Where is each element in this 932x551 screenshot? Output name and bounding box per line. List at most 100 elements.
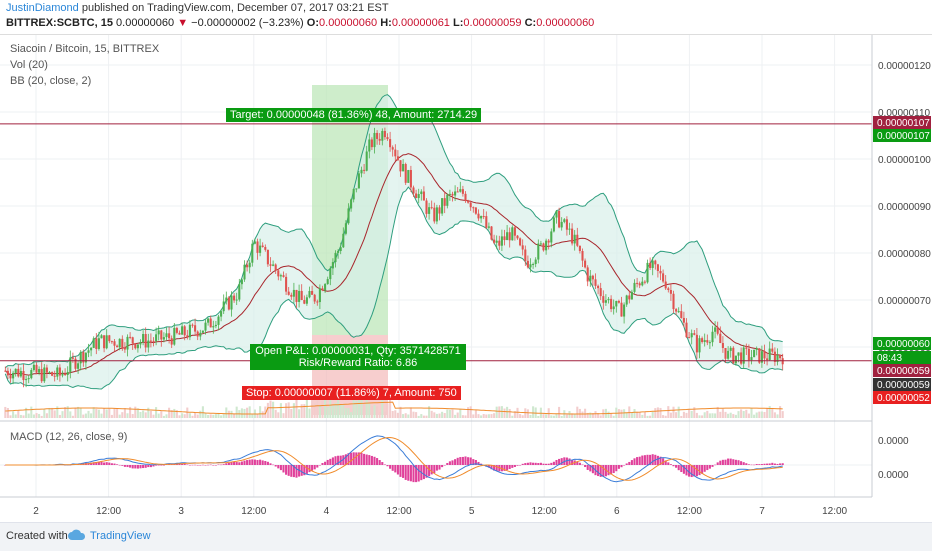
volume-bar (105, 409, 108, 418)
volume-bar (357, 399, 360, 418)
candle-body (430, 207, 433, 209)
candle-body (459, 189, 462, 192)
candle-body (266, 249, 269, 265)
volume-bar (519, 414, 522, 418)
volume-bar (591, 412, 594, 418)
volume-bar (578, 408, 581, 418)
macd-histogram-bar (472, 459, 475, 465)
macd-histogram-bar (706, 465, 709, 471)
volume-bar (716, 406, 719, 418)
macd-histogram-bar (230, 462, 233, 465)
candle-body (487, 226, 490, 228)
tradingview-cloud-icon[interactable] (68, 528, 86, 542)
candle-body (729, 347, 732, 351)
macd-histogram-bar (69, 464, 72, 466)
macd-histogram-bar (695, 465, 698, 477)
macd-histogram-bar (428, 465, 431, 477)
macd-histogram-bar (568, 458, 571, 465)
macd-histogram-bar (329, 458, 332, 465)
candle-body (25, 379, 28, 381)
candle-body (360, 169, 363, 174)
volume-bar (316, 397, 319, 418)
volume-bar (407, 414, 410, 418)
volume-bar (71, 415, 74, 418)
candle-body (581, 251, 584, 261)
candle-body (737, 352, 740, 356)
macd-histogram-bar (771, 462, 774, 465)
close-value: 0.00000060 (536, 17, 595, 29)
candle-body (321, 288, 324, 291)
candle-body (620, 302, 623, 317)
volume-bar (409, 407, 412, 418)
macd-histogram-bar (162, 465, 165, 466)
candle-body (610, 298, 613, 310)
price-chart[interactable]: 0.00000120 0.00000110 0.00000100 0.00000090… (0, 35, 932, 523)
chart-panel[interactable]: 0.00000120 0.00000110 0.00000100 0.00000090… (0, 34, 932, 523)
open-value: 0.00000060 (319, 17, 378, 29)
candle-body (378, 138, 381, 141)
volume-bar (240, 408, 243, 418)
tradingview-link[interactable]: TradingView (90, 530, 151, 542)
volume-bar (175, 410, 178, 418)
macd-legend[interactable]: MACD (12, 26, close, 9) (10, 431, 128, 443)
candle-body (698, 338, 701, 353)
volume-bar (92, 407, 95, 418)
volume-bar (6, 407, 9, 418)
macd-histogram-bar (407, 465, 410, 481)
candle-body (248, 262, 251, 268)
candle-body (482, 216, 485, 218)
macd-histogram-bar (755, 464, 758, 465)
volume-bar (261, 411, 264, 418)
macd-histogram-bar (183, 464, 186, 465)
candle-body (45, 367, 48, 373)
candle-body (4, 370, 7, 372)
candle-body (225, 297, 228, 302)
macd-histogram-bar (542, 463, 545, 465)
macd-histogram-bar (495, 465, 498, 472)
volume-bar (469, 406, 472, 418)
volume-bar (636, 411, 639, 418)
volume-bar (750, 407, 753, 418)
volume-bar (134, 406, 137, 418)
macd-histogram-bar (142, 465, 145, 469)
macd-histogram-bar (324, 461, 327, 465)
macd-histogram-bar (415, 465, 418, 483)
macd-histogram-bar (337, 455, 340, 465)
target-label[interactable]: Target: 0.00000048 (81.36%) 48, Amount: … (226, 108, 482, 122)
macd-histogram-bar (160, 465, 163, 466)
footer-bar: Created with TradingView (0, 522, 932, 551)
macd-histogram-bar (464, 456, 467, 465)
macd-histogram-bar (97, 461, 100, 465)
macd-histogram-bar (508, 465, 511, 469)
candle-body (279, 275, 282, 277)
macd-histogram-bar (370, 455, 373, 465)
volume-bar (630, 412, 633, 418)
chart-title: Siacoin / Bitcoin, 15, BITTREX (10, 43, 160, 55)
macd-histogram-bar (118, 464, 121, 466)
volume-bar (259, 406, 262, 418)
candle-body (716, 327, 719, 334)
candle-body (688, 337, 691, 339)
vol-legend[interactable]: Vol (20) (10, 59, 48, 71)
stop-label[interactable]: Stop: 0.00000007 (11.86%) 7, Amount: 750 (242, 386, 461, 400)
pnl-label[interactable]: Open P&L: 0.00000031, Qty: 3571428571 Ri… (250, 344, 466, 370)
volume-bar (485, 414, 488, 418)
candle-body (152, 340, 155, 342)
author-link[interactable]: JustinDiamond (6, 2, 79, 14)
candle-body (87, 350, 90, 353)
bb-legend[interactable]: BB (20, close, 2) (10, 75, 92, 87)
volume-bars (4, 394, 784, 418)
pnl-line-2: Risk/Reward Ratio: 6.86 (298, 357, 418, 369)
candle-body (118, 338, 121, 348)
macd-histogram-bar (552, 461, 555, 465)
candle-body (129, 336, 132, 338)
macd-histogram-bar (688, 465, 691, 477)
macd-histogram-bar (724, 459, 727, 465)
macd-histogram-bar (656, 455, 659, 465)
macd-histogram-bar (90, 462, 93, 465)
volume-bar (108, 408, 111, 418)
candle-body (113, 341, 116, 346)
candle-body (30, 370, 33, 379)
candle-body (308, 290, 311, 298)
macd-histogram-bar (662, 458, 665, 465)
